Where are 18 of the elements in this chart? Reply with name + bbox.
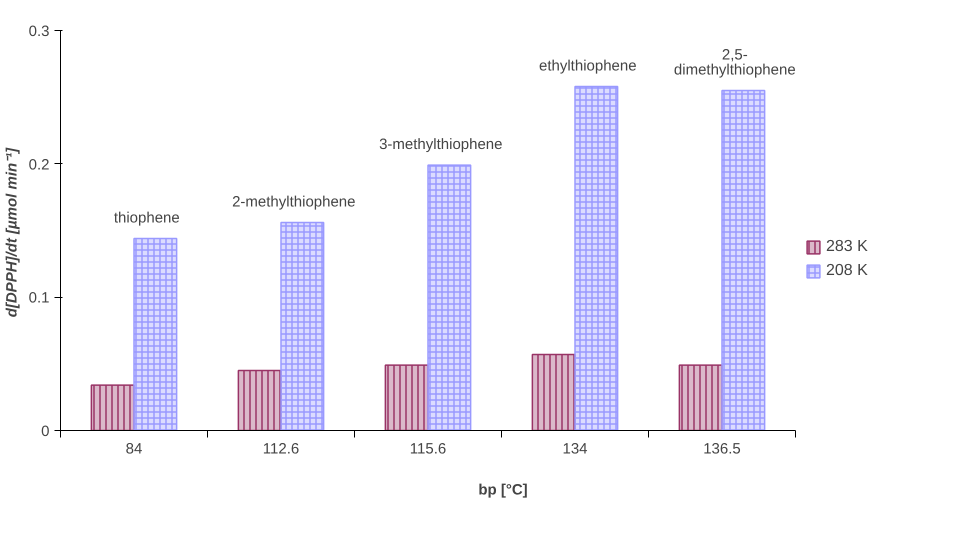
- y-tick-label: 0: [41, 423, 50, 440]
- annotation: 2-methylthiophene: [232, 194, 356, 210]
- x-tick-label: 84: [126, 440, 142, 458]
- legend-label: 283 K: [826, 238, 868, 256]
- x-tick-label: 115.6: [410, 440, 446, 458]
- y-tick-label: 0.1: [28, 290, 50, 307]
- annotation: thiophene: [114, 210, 180, 226]
- x-axis-title: bp [°C]: [478, 482, 528, 498]
- x-tick-label: 134: [562, 440, 588, 458]
- annotation: ethylthiophene: [539, 58, 637, 74]
- legend-label: 208 K: [826, 262, 868, 280]
- annotation: 3-methylthiophene: [379, 136, 503, 154]
- x-tick-label: 136.5: [703, 440, 741, 458]
- x-tick-label: 112.6: [262, 440, 300, 458]
- y-tick-label: 0.3: [28, 23, 50, 40]
- y-tick-label: 0.2: [28, 156, 50, 174]
- annotation: 2,5- dimethylthiophene: [674, 46, 796, 78]
- y-axis-title: d[DPPH]/dt [µmol min⁻¹]: [4, 146, 21, 318]
